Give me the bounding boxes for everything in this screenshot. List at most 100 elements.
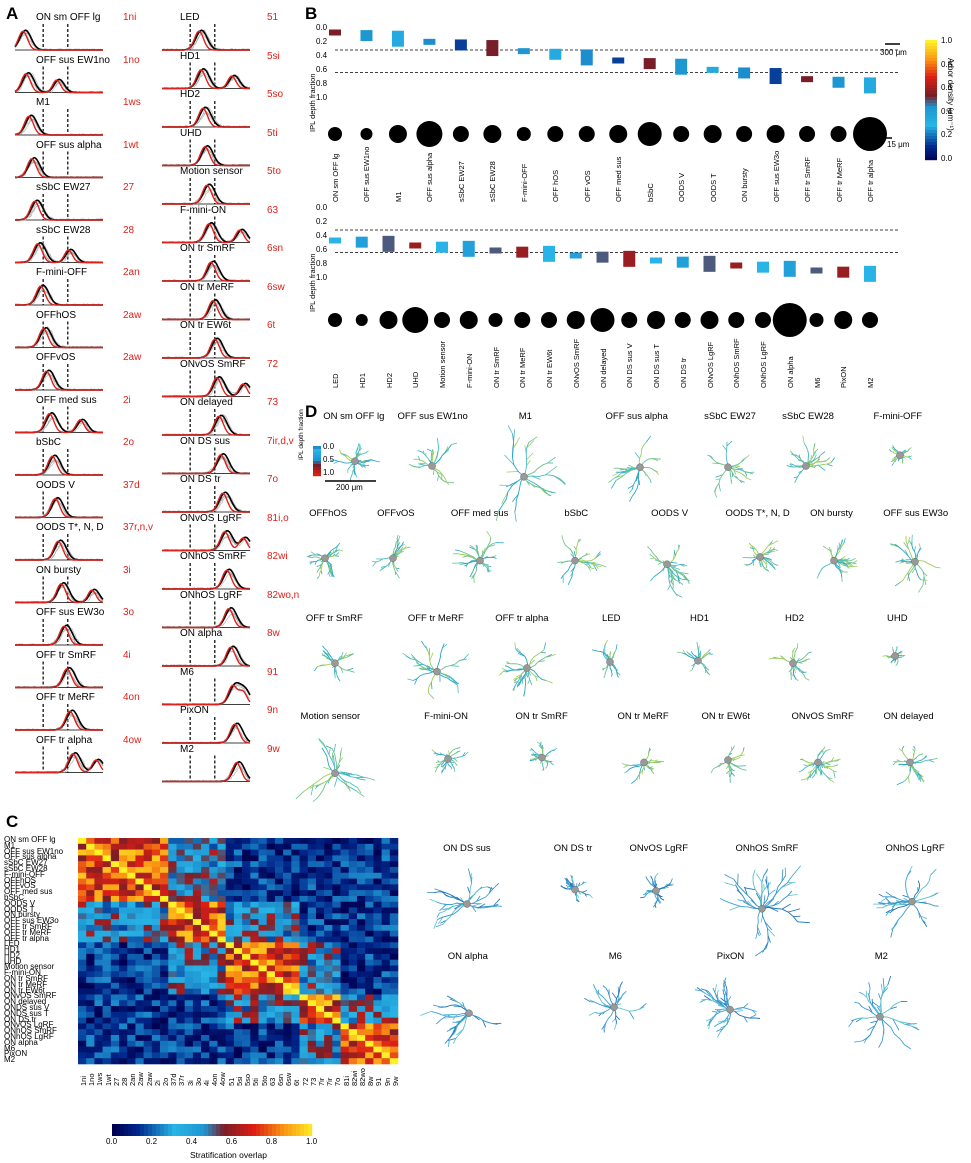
heatmap-cell xyxy=(94,1046,103,1053)
heatmap-cell xyxy=(233,901,243,908)
heatmap-cell xyxy=(332,977,341,984)
heatmap-cell xyxy=(250,1052,259,1059)
heatmap-cell xyxy=(151,895,161,903)
heatmap-cell xyxy=(127,953,136,960)
heatmap-cell xyxy=(340,890,350,897)
heatmap-cell xyxy=(266,936,276,943)
inset-colorbar-segment xyxy=(313,473,321,477)
heatmap-cell xyxy=(225,1000,235,1007)
heatmap-cell xyxy=(274,1023,284,1030)
heatmap-cell xyxy=(143,901,153,908)
heatmap-cell xyxy=(365,930,374,937)
depth-bar xyxy=(543,245,555,262)
heatmap-cell xyxy=(389,1052,399,1059)
heatmap-cell xyxy=(86,965,95,972)
heatmap-cell xyxy=(135,919,144,926)
heatmap-cell xyxy=(266,872,276,879)
heatmap-cell xyxy=(78,959,87,966)
heatmap-cell xyxy=(135,878,144,885)
overlap-colorbar-segment xyxy=(272,1124,277,1136)
heatmap-cell xyxy=(127,890,136,897)
heatmap-cell xyxy=(160,982,169,989)
heatmap-cell xyxy=(356,1046,366,1053)
heatmap-cell xyxy=(127,959,136,966)
heatmap-cell xyxy=(184,942,194,949)
heatmap-cell xyxy=(209,930,218,937)
heatmap-cell xyxy=(225,878,235,885)
colorbar-tick: 1.0 xyxy=(941,36,953,45)
heatmap-cell xyxy=(340,948,350,955)
soma-size-dot xyxy=(355,314,368,326)
heatmap-cell xyxy=(233,1017,243,1024)
heatmap-cell xyxy=(266,878,276,885)
heatmap-cell xyxy=(332,1029,341,1036)
cell-morphology xyxy=(420,995,502,1047)
depth-bar xyxy=(676,256,689,268)
heatmap-cell xyxy=(201,855,210,862)
morphology-title: ON sm OFF lg xyxy=(323,411,385,422)
heatmap-cell xyxy=(143,965,153,972)
heatmap-cell xyxy=(258,982,268,989)
heatmap-cell xyxy=(127,982,136,989)
heatmap-cell xyxy=(160,1029,169,1036)
heatmap-cell xyxy=(274,878,284,885)
heatmap-cell xyxy=(307,930,317,937)
colorbar-segment xyxy=(925,109,937,113)
heatmap-cell xyxy=(143,919,153,926)
heatmap-cell xyxy=(250,1040,259,1047)
heatmap-cell xyxy=(332,913,341,920)
heatmap-cell xyxy=(348,1023,358,1030)
individual-profile xyxy=(14,542,104,561)
heatmap-cell xyxy=(233,1029,243,1036)
heatmap-cell xyxy=(389,1011,399,1018)
heatmap-cell xyxy=(283,861,292,868)
reference-profile xyxy=(162,261,250,282)
heatmap-cell xyxy=(192,919,202,926)
heatmap-cell xyxy=(233,1040,243,1047)
heatmap-cell xyxy=(332,838,341,845)
heatmap-cell xyxy=(168,977,177,984)
heatmap-cell xyxy=(332,878,341,885)
heatmap-cell xyxy=(94,1000,103,1007)
heatmap-cell xyxy=(192,930,202,937)
heatmap-row-label: ON tr EW6t xyxy=(4,985,45,995)
heatmap-cell xyxy=(233,919,243,926)
heatmap-cell xyxy=(110,953,120,960)
heatmap-row-label: OFF tr SmRF xyxy=(4,921,52,931)
overlap-colorbar-segment xyxy=(228,1124,233,1136)
heatmap-cell xyxy=(315,1046,325,1053)
overlap-colorbar-segment xyxy=(300,1124,305,1136)
heatmap-cell xyxy=(332,866,341,874)
panel-label-a: A xyxy=(6,4,19,23)
heatmap-cell xyxy=(381,849,391,856)
heatmap-cell xyxy=(258,1000,268,1007)
reference-profile xyxy=(162,338,250,359)
heatmap-cell xyxy=(151,1017,161,1024)
heatmap-cell xyxy=(307,994,317,1001)
overlap-colorbar-segment xyxy=(168,1124,173,1136)
heatmap-cell xyxy=(242,924,251,932)
heatmap-cell xyxy=(242,890,251,897)
individual-profile xyxy=(162,149,251,166)
heatmap-cell xyxy=(135,930,144,937)
heatmap-cell xyxy=(110,907,120,914)
heatmap-cell xyxy=(78,1052,87,1059)
heatmap-cell xyxy=(324,901,333,908)
profile-title: ON DS sus xyxy=(180,435,231,447)
heatmap-cell xyxy=(258,907,268,914)
heatmap-row-label: ONDS sus V xyxy=(4,1003,50,1013)
heatmap-cell xyxy=(283,849,292,856)
colorbar-segment xyxy=(925,112,937,116)
heatmap-cell xyxy=(389,948,399,955)
heatmap-cell xyxy=(119,1040,128,1047)
depth-bar xyxy=(423,38,436,45)
heatmap-cell xyxy=(307,861,317,868)
heatmap-cell xyxy=(291,907,300,914)
heatmap-cell xyxy=(168,1017,177,1024)
reference-profile xyxy=(162,184,250,205)
depth-bar xyxy=(612,57,625,64)
soma-size-dot xyxy=(328,127,342,141)
heatmap-cell xyxy=(274,838,284,845)
heatmap-cell xyxy=(127,843,136,850)
heatmap-cell xyxy=(250,1058,259,1065)
